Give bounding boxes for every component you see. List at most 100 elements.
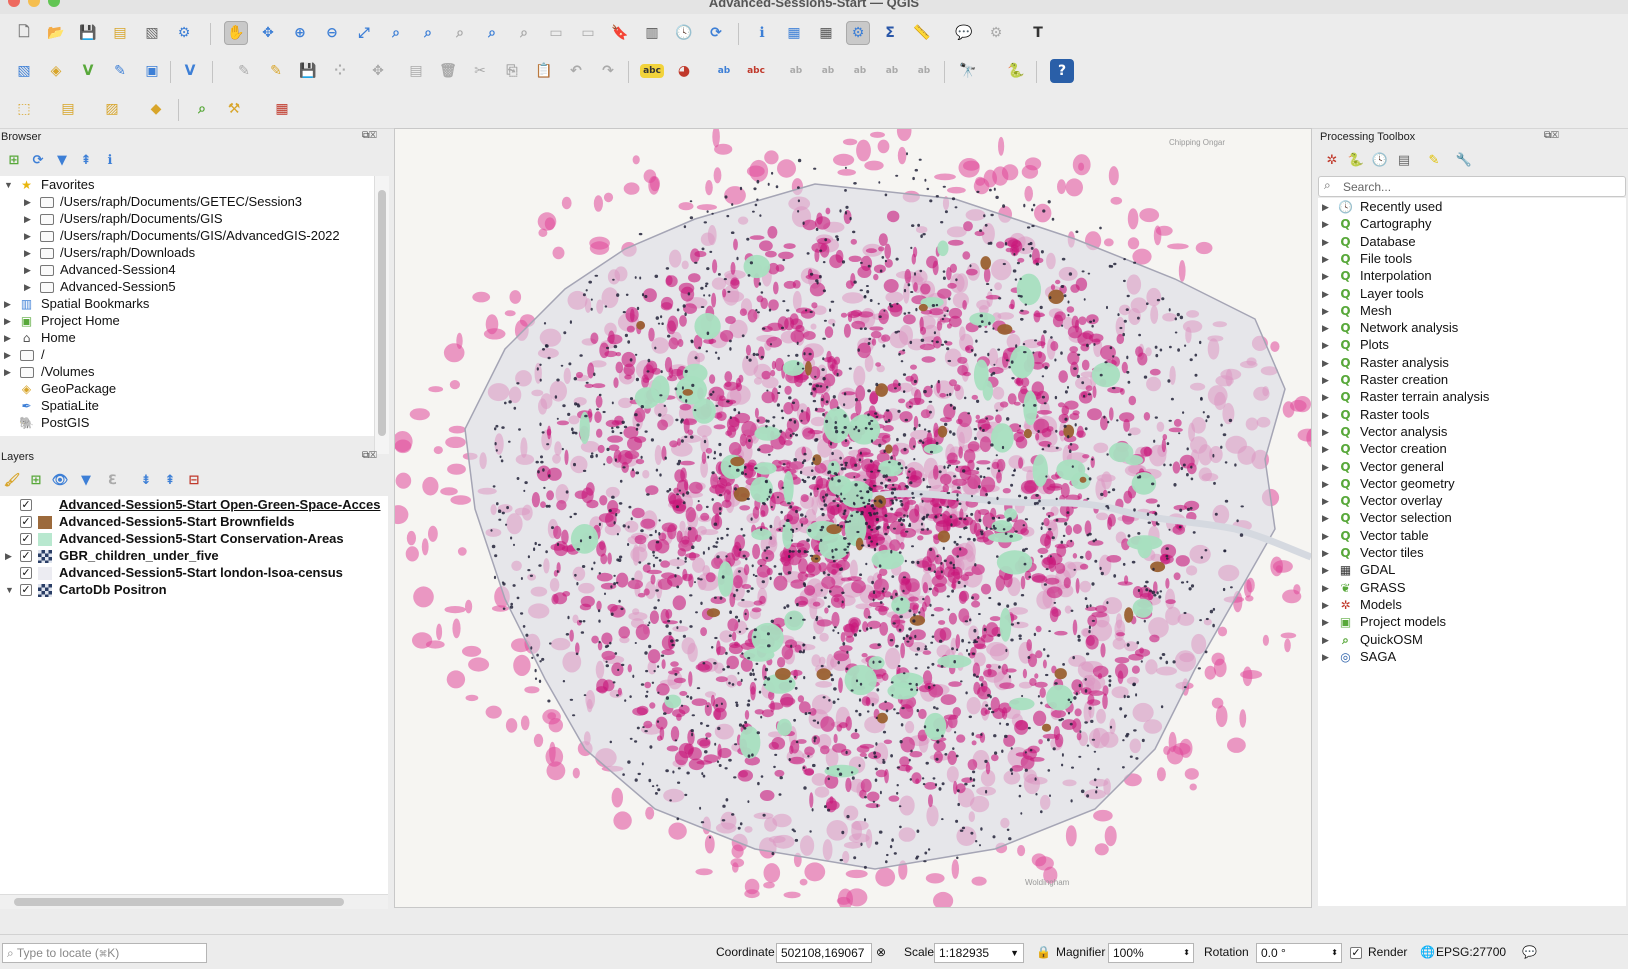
lock-scale-icon[interactable]: 🔒 [1036,945,1051,959]
copy-features-icon[interactable]: ⎘ [506,63,518,79]
expand-arrow-icon[interactable]: ▶ [1322,634,1329,645]
browser-item-home[interactable]: ▶ ⌂ Home [4,330,76,345]
browser-item-root[interactable]: ▶ / [4,347,45,362]
toolbox-group-raster-terrain-analysis[interactable]: ▶ Q Raster terrain analysis [1318,388,1626,406]
add-group-icon[interactable]: ⊞ [30,472,42,488]
remove-layer-icon[interactable]: ⊟ [188,472,200,488]
layers-hscrollbar[interactable] [0,894,388,909]
manage-themes-icon[interactable]: 👁 [51,472,69,488]
new-print-layout-icon[interactable]: ▤ [113,25,127,41]
crs-button[interactable]: EPSG:27700 [1436,945,1507,959]
toolbox-group-interpolation[interactable]: ▶ Q Interpolation [1318,267,1626,285]
select-features-icon[interactable]: ⬚ [17,101,31,117]
add-delimited-text-icon[interactable]: ✎ [114,63,126,79]
current-edits-icon[interactable]: ✎ [238,63,250,79]
browser-item-project-home[interactable]: ▶ ▣ Project Home [4,313,120,328]
toolbox-group-database[interactable]: ▶ Q Database [1318,233,1626,251]
layer-visibility-checkbox[interactable]: ✓ [20,583,32,596]
zoom-native-icon[interactable]: ⌕ [456,25,464,41]
expand-arrow-icon[interactable]: ▶ [1322,340,1329,351]
toolbox-group-mesh[interactable]: ▶ Q Mesh [1318,302,1626,320]
messages-icon[interactable]: 💬 [1522,945,1537,959]
rotate-label-icon[interactable]: ab [853,66,867,76]
filter-browser-icon[interactable]: ▼ [57,152,67,168]
raster-calculator-icon[interactable]: ▦ [275,101,289,117]
expand-arrow-icon[interactable]: ▶ [1322,357,1329,368]
expand-arrow-icon[interactable]: ▶ [1322,444,1329,455]
expand-arrow-icon[interactable]: ▶ [1322,599,1329,610]
map-canvas[interactable]: Chipping Ongar Woldingham [394,128,1312,908]
undo-icon[interactable]: ↶ [570,63,582,79]
quickosm-toolbar-icon[interactable]: 🔭 [959,63,977,79]
scripts-menu-icon[interactable]: 🐍 [1347,152,1365,168]
toolbox-group-raster-tools[interactable]: ▶ Q Raster tools [1318,406,1626,424]
zoom-to-layer-icon[interactable]: ⌕ [424,25,432,41]
expand-arrow-icon[interactable]: ▶ [1322,565,1329,576]
expand-arrow-icon[interactable]: ▶ [1322,305,1329,316]
expand-arrow-icon[interactable]: ▶ [1322,496,1329,507]
metasearch-icon[interactable]: ⚒ [227,101,241,117]
python-console-icon[interactable]: 🐍 [1007,63,1025,79]
zoom-in-icon[interactable]: ⊕ [294,25,306,41]
label-properties-icon[interactable]: ab [917,66,931,76]
locator-bar[interactable]: ⌕ Type to locate (⌘K) [2,943,207,963]
browser-scroll-thumb[interactable] [378,190,386,436]
modify-attributes-icon[interactable]: ▤ [409,63,423,79]
layer-row-cartodb-positron[interactable]: ▼ ✓ CartoDb Positron [5,582,167,597]
processing-toolbox-icon[interactable]: ⚙ [846,21,870,45]
toolbox-group-raster-analysis[interactable]: ▶ Q Raster analysis [1318,354,1626,372]
layer-row-conservation-areas[interactable]: ✓ Advanced-Session5-Start Conservation-A… [20,531,344,546]
expand-arrow-icon[interactable]: ▶ [1322,392,1329,403]
expand-all-icon[interactable]: ⇟ [140,472,152,488]
magnifier-spinbox[interactable]: 100% ⬍ [1108,943,1194,963]
coordinate-field[interactable]: 502108,169067 [776,943,872,963]
toolbox-group-saga[interactable]: ▶ ◎ SAGA [1318,648,1626,666]
new-temporary-layer-icon[interactable]: ▣ [145,63,159,79]
layer-visibility-checkbox[interactable]: ✓ [20,566,32,579]
expand-arrow-icon[interactable]: ▶ [1322,323,1329,334]
zoom-next-icon[interactable]: ⌕ [520,25,528,41]
layer-visibility-checkbox[interactable]: ✓ [20,532,32,545]
expand-arrow-icon[interactable]: ▶ [1322,617,1329,628]
toolbox-group-vector-creation[interactable]: ▶ Q Vector creation [1318,440,1626,458]
save-project-icon[interactable]: 💾 [79,25,97,41]
pin-labels-icon[interactable]: ab [717,66,731,76]
layer-row-lsoa-census[interactable]: ✓ Advanced-Session5-Start london-lsoa-ce… [20,565,343,580]
zoom-window-button[interactable] [48,0,60,7]
zoom-full-icon[interactable]: ⤢ [358,25,370,41]
style-manager-icon[interactable]: ⚙ [177,25,191,41]
toolbox-group-network-analysis[interactable]: ▶ Q Network analysis [1318,319,1626,337]
expand-arrow-icon[interactable]: ▶ [1322,409,1329,420]
paste-features-icon[interactable]: 📋 [535,63,553,79]
open-project-icon[interactable]: 📂 [47,25,65,41]
temporal-controller-icon[interactable]: 🕓 [675,25,693,41]
toolbox-group-vector-analysis[interactable]: ▶ Q Vector analysis [1318,423,1626,441]
filter-legend-icon[interactable]: ▼ [81,472,91,488]
toolbox-group-file-tools[interactable]: ▶ Q File tools [1318,250,1626,268]
browser-item-advanced-session5[interactable]: ▶ Advanced-Session5 [24,279,176,294]
expand-arrow-icon[interactable]: ▶ [1322,530,1329,541]
layer-labeling-icon[interactable]: abc [640,64,664,78]
expand-arrow-icon[interactable]: ▶ [1322,253,1329,264]
select-feature-tool-icon[interactable]: ⚙ [989,25,1003,41]
deselect-features-icon[interactable]: ▨ [105,101,119,117]
browser-item-getec-session3[interactable]: ▶/Users/raph/Documents/GETEC/Session3 [24,194,303,209]
help-icon[interactable]: ? [1050,59,1074,83]
delete-selected-icon[interactable]: 🗑 [439,63,457,79]
show-bookmarks-icon[interactable]: ▥ [645,25,659,41]
open-layer-styling-icon[interactable]: 🖌 [3,472,21,488]
add-selected-layers-icon[interactable]: ⊞ [8,152,20,168]
expand-arrow-icon[interactable]: ▶ [1322,651,1329,662]
collapse-all-layers-icon[interactable]: ⇞ [164,472,176,488]
close-window-button[interactable] [8,0,20,7]
map-tips-icon[interactable]: 💬 [955,25,973,41]
toolbox-group-vector-geometry[interactable]: ▶ Q Vector geometry [1318,475,1626,493]
select-by-location-icon[interactable]: ◆ [150,101,162,117]
save-edits-icon[interactable]: 💾 [299,63,317,79]
expand-arrow-icon[interactable]: ▶ [1322,288,1329,299]
new-project-icon[interactable]: 🗋 [18,24,30,40]
layout-manager-icon[interactable]: ▧ [145,25,159,41]
expand-arrow-icon[interactable]: ▶ [1322,202,1329,212]
results-viewer-icon[interactable]: ▤ [1397,152,1411,168]
toolbox-group-project-models[interactable]: ▶ ▣ Project models [1318,613,1626,631]
